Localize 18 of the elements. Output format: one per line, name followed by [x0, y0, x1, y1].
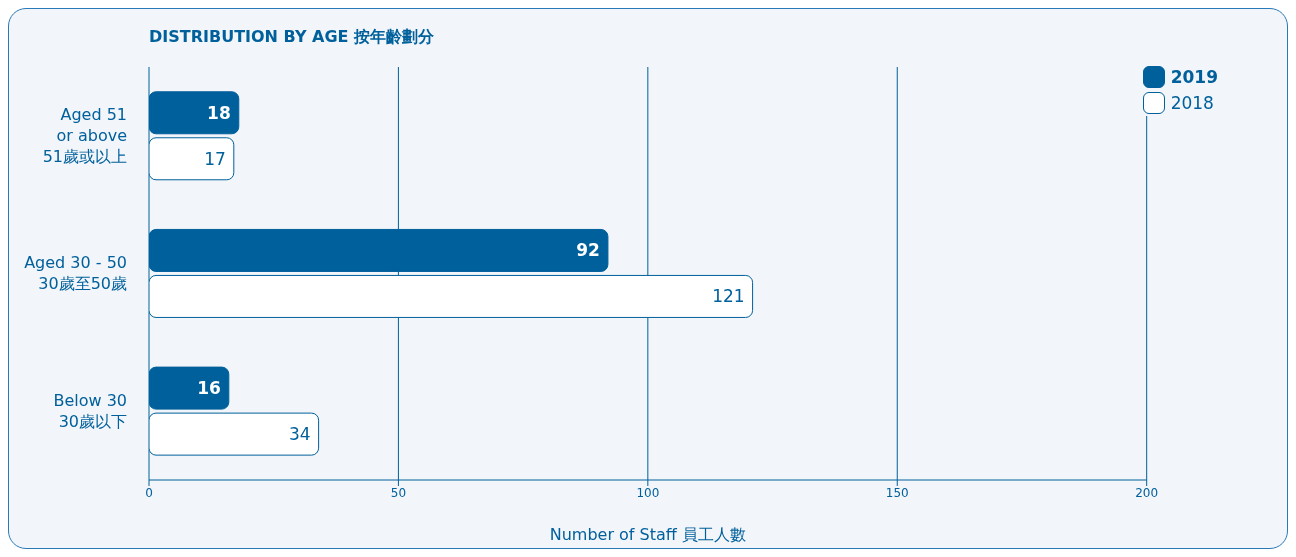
data-label: 34 [288, 424, 311, 445]
chart-title: DISTRIBUTION BY AGE 按年齡劃分 [149, 27, 435, 48]
data-label: 16 [197, 378, 221, 399]
legend-label: 2019 [1169, 66, 1218, 88]
x-tick-label: 150 [885, 485, 909, 500]
legend-label: 2018 [1169, 92, 1214, 114]
y-tick-label: Below 30 30歲以下 [53, 390, 127, 431]
data-label: 121 [712, 286, 745, 307]
x-tick-label: 200 [1135, 485, 1159, 500]
x-tick-label: 0 [145, 485, 153, 500]
data-label: 17 [204, 148, 226, 169]
x-tick-label: 100 [636, 485, 660, 500]
x-axis-title: Number of Staff 員工人數 [549, 525, 746, 544]
data-label: 92 [576, 240, 600, 261]
data-label: 18 [207, 102, 231, 123]
y-tick-label: Aged 51 or above 51歲或以上 [42, 104, 127, 166]
x-tick-label: 50 [390, 485, 407, 500]
y-tick-label: Aged 30 - 50 30歲至50歲 [24, 253, 127, 293]
